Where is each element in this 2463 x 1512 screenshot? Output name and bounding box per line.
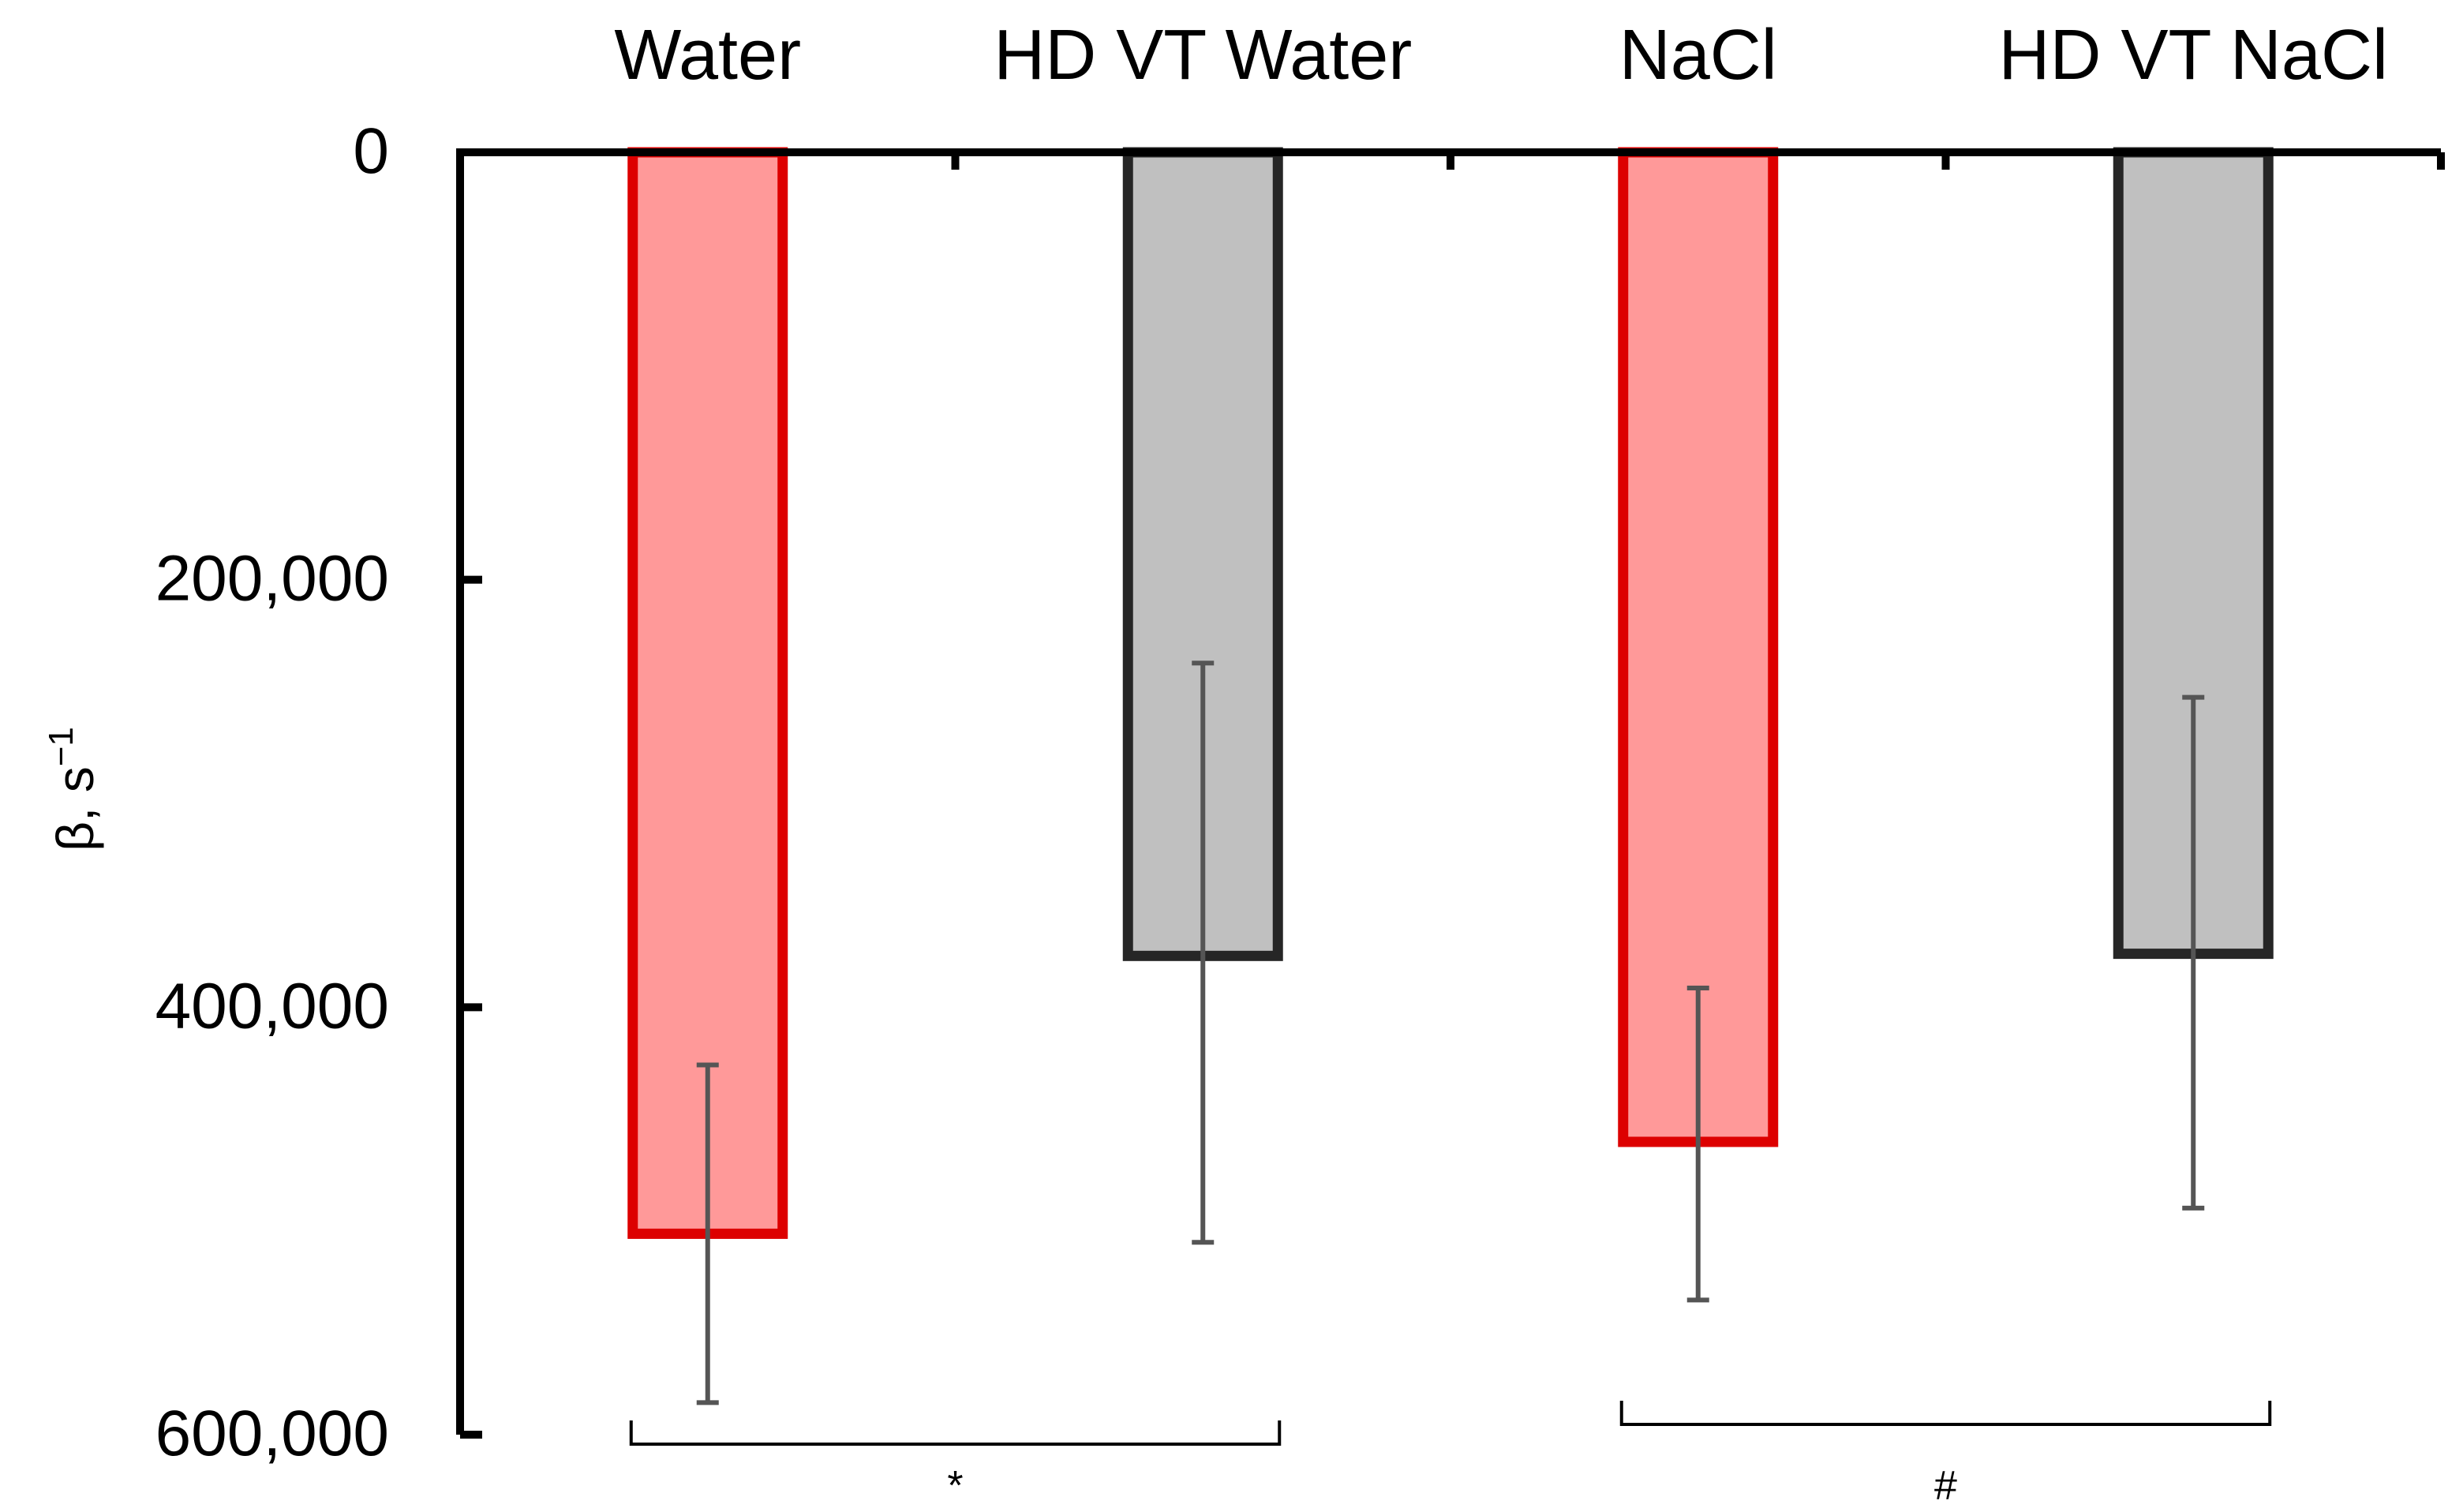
category-label-1: HD VT Water [994, 16, 1412, 95]
category-label-0: Water [614, 16, 801, 95]
significance-label-0: * [947, 1463, 963, 1508]
significance-bracket-0 [629, 1420, 1282, 1446]
category-label-3: HD VT NaCl [1999, 16, 2388, 95]
category-label-2: NaCl [1619, 16, 1777, 95]
significance-label-1: # [1934, 1463, 1957, 1508]
y-axis-label-superscript: −1 [42, 727, 80, 766]
y-tick-label-3: 600,000 [155, 1398, 389, 1469]
y-tick-label-0: 0 [353, 115, 389, 187]
y-axis-label-main: β, s [46, 766, 104, 851]
y-tick-label-1: 200,000 [155, 543, 389, 615]
y-axis-label: β, s−1 [42, 727, 104, 851]
y-axis-title: β, s−1 [42, 727, 104, 851]
significance-bracket-1 [1619, 1401, 2272, 1426]
y-tick-label-2: 400,000 [155, 970, 389, 1042]
plot-area: 0 200,000 400,000 600,000 Water HD VT Water Na… [155, 16, 2445, 1509]
